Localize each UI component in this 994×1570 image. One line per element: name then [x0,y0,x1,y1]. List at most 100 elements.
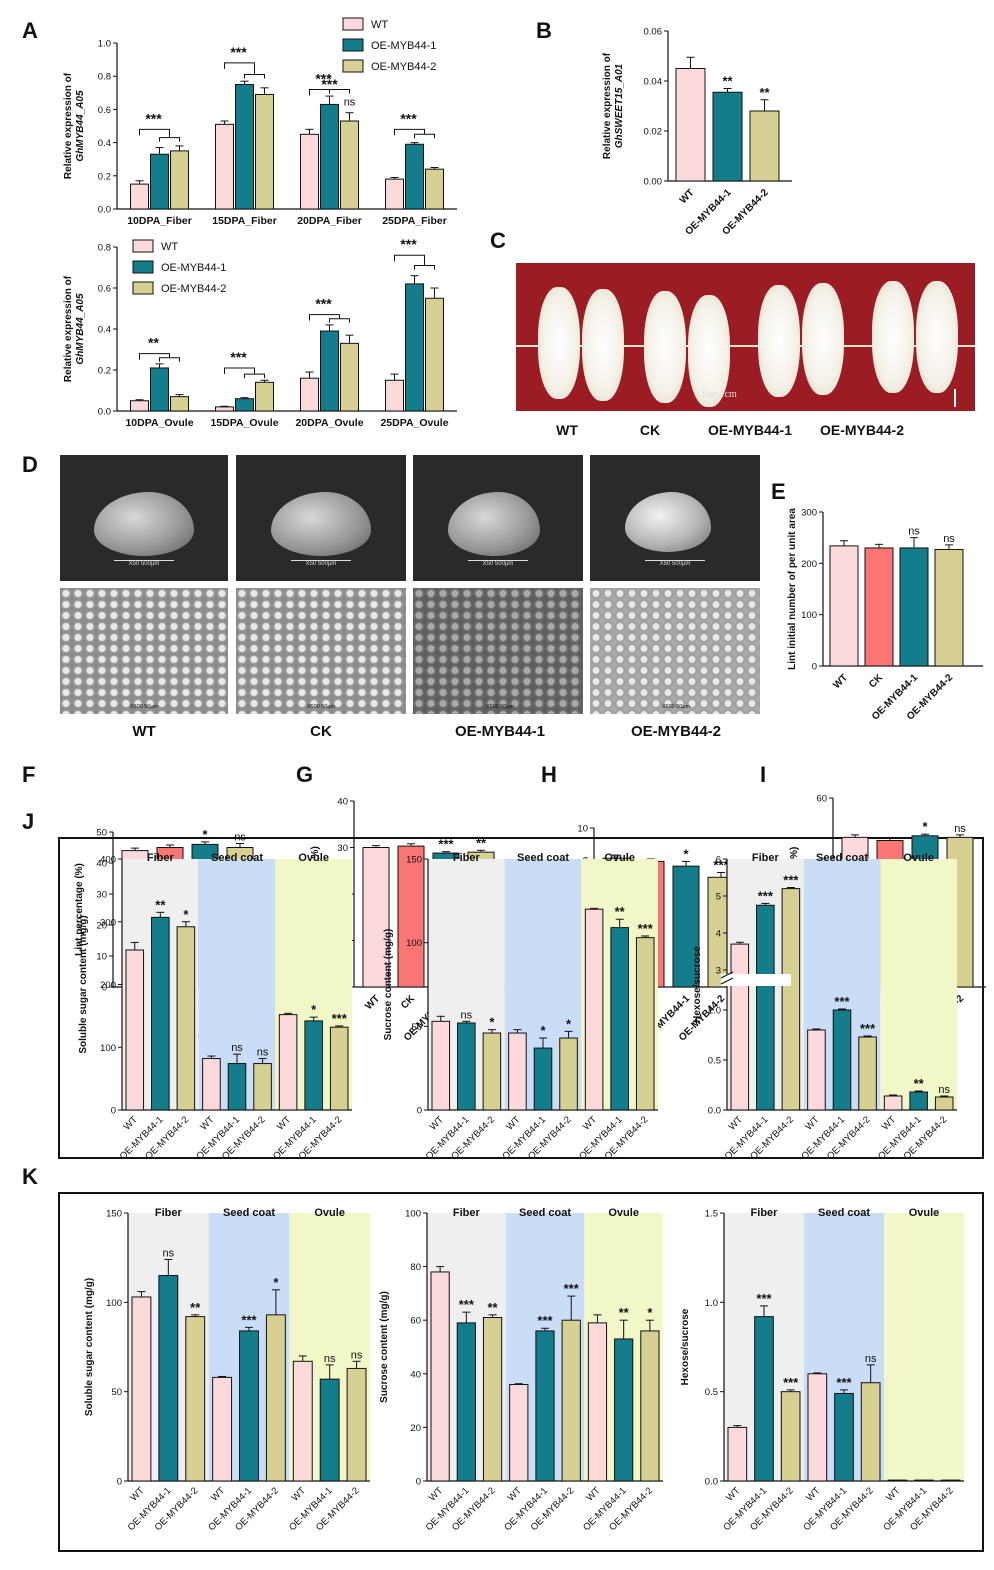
significance-bracket [245,75,265,79]
significance-bracket [160,138,180,142]
legend-label: OE-MYB44-1 [371,40,436,52]
significance-label: ** [619,1305,630,1320]
bar [615,1339,633,1481]
y-axis-label: Sucrose content (mg/g) [379,1291,390,1403]
bar [398,846,424,987]
y-axis-label: Hexose/sucrose [680,1308,691,1385]
panel-letter: G [296,762,313,787]
y-tick-label: 0.00 [644,177,663,188]
tissue-header: Ovule [604,852,635,864]
bar [216,124,234,209]
y-tick-label: 1.0 [705,1298,718,1309]
x-tick-label: WT [198,1114,216,1132]
significance-label: ns [954,823,966,835]
bar [236,85,254,210]
significance-label: *** [400,110,417,126]
x-tick-label: WT [584,1485,602,1503]
bar [941,1480,960,1481]
sem-scale-text: X500 50µm [130,704,159,710]
y-tick-label: 100 [405,1209,421,1220]
y-axis-label: Relative expression of [63,275,74,382]
y-tick-label: 60 [410,1316,421,1327]
bar [935,549,963,666]
significance-label: ns [234,831,246,843]
legend-swatch [343,60,363,72]
bar [750,111,779,181]
y-tick-label: 100 [100,1043,116,1054]
significance-bracket [330,319,350,323]
bar [861,1383,880,1481]
significance-bracket [415,265,435,269]
bar [321,104,339,209]
bar [588,1323,606,1481]
x-tick-label: WT [504,1114,522,1132]
tissue-header: Ovule [298,852,329,864]
tissue-header: Fiber [453,1207,481,1219]
bar [509,1033,527,1110]
significance-label: *** [537,1313,553,1328]
significance-label: *** [756,1291,772,1306]
y-tick-label: 30 [337,843,348,854]
bar [636,938,654,1110]
bar [203,1059,221,1110]
significance-label: *** [459,1297,475,1312]
photo-label: WT [556,422,578,438]
y-tick-label: 300 [801,508,817,519]
panel-letter: A [22,18,38,43]
y-tick-label: 0.2 [98,171,111,182]
significance-bracket [140,354,170,360]
y-tick-label: 0.4 [98,138,111,149]
significance-label: *** [332,1011,348,1026]
significance-label: * [922,819,928,834]
tissue-header: Ovule [314,1207,345,1219]
tissue-header: Seed coat [517,852,569,864]
significance-label: *** [315,296,332,312]
bar [216,407,234,411]
significance-bracket [310,315,340,321]
bar [321,331,339,411]
legend-swatch [133,240,153,252]
bar [935,1097,953,1110]
bar [279,1015,297,1110]
significance-label: ** [487,1300,498,1315]
photo-label: CK [640,422,660,438]
y-tick-label: 0 [111,1106,116,1117]
x-tick-label: 10DPA_Fiber [127,215,192,227]
bar [386,179,404,209]
bar [910,1092,928,1110]
tissue-header: Seed coat [223,1207,275,1219]
bar [562,1320,580,1481]
x-tick-label: 15DPA_Fiber [212,215,277,227]
bar [835,1393,854,1481]
y-axis-label: Soluble sugar content (mg/g) [84,1278,95,1416]
legend-label: WT [161,241,178,253]
y-tick-label: 400 [100,855,116,866]
bar [782,889,800,1110]
y-axis-label: Relative expression of [602,52,613,159]
significance-label: *** [834,994,850,1009]
y-axis-label: Hexose/sucrose [692,946,703,1023]
y-tick-label: 300 [100,917,116,928]
bar [126,950,144,1110]
bar [171,151,189,209]
y-tick-label: 0.04 [644,77,663,88]
y-tick-label: 30 [96,890,107,901]
x-tick-label: CK [867,672,886,691]
y-tick-label: 0 [117,1477,122,1488]
photo-label: CK [310,723,332,740]
significance-label: ** [155,897,166,912]
photo-label: OE-MYB44-1 [455,723,545,740]
bar [131,184,149,209]
x-tick-label: 25DPA_Ovule [380,417,448,429]
bar [341,343,359,411]
tissue-header: Seed coat [211,852,263,864]
significance-bracket [160,358,180,362]
photo-label: WT [132,723,155,740]
bar [676,69,705,182]
tissue-background [884,1213,964,1481]
bar [240,1331,259,1481]
tissue-header: Ovule [608,1207,639,1219]
significance-label: ** [722,74,733,89]
significance-label: ** [148,335,159,351]
bar [386,380,404,411]
